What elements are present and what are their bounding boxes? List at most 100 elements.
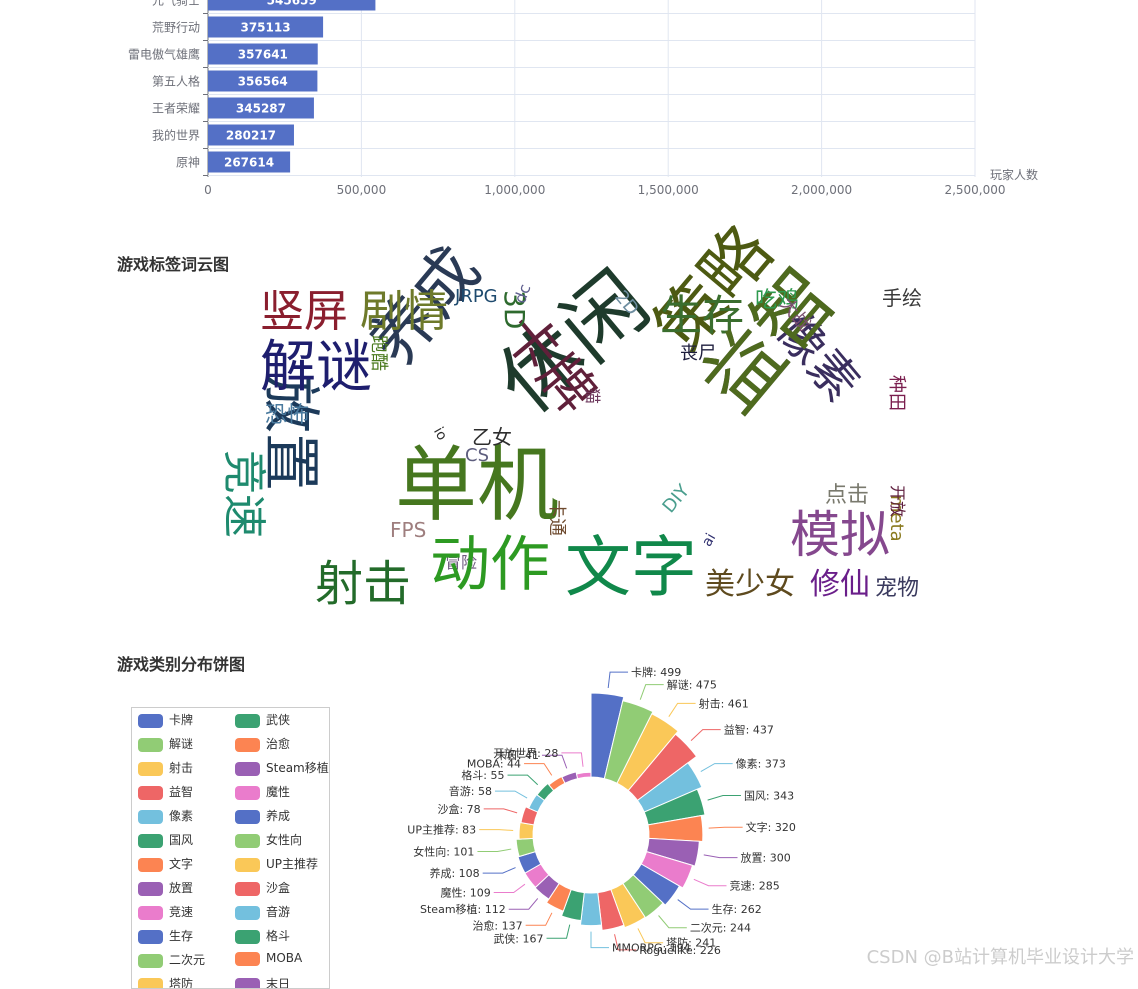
slice-label: 放置: 300 [741,851,791,865]
leader-line [704,855,738,858]
leader-line [640,685,663,700]
legend-label: 益智 [169,785,193,799]
legend-item[interactable]: UP主推荐 [235,855,318,872]
slice-label: 魔性: 109 [441,886,491,900]
pie-slice [577,772,591,778]
slice-label: MMORPG: 194 [612,942,691,955]
legend-item[interactable]: 音游 [235,903,290,920]
legend-label: 女性向 [266,833,302,847]
legend-swatch [138,786,163,800]
legend-item[interactable]: 格斗 [235,927,290,944]
legend-label: 沙盒 [266,881,290,895]
slice-label: UP主推荐: 83 [407,823,476,837]
legend-label: 治愈 [266,737,290,751]
slice-label: 国风: 343 [744,789,794,802]
legend-item[interactable]: 养成 [235,807,290,824]
leader-line [691,730,721,741]
legend-label: 二次元 [169,953,205,967]
slice-label: 益智: 437 [724,723,774,737]
leader-line [678,900,709,910]
legend-swatch [235,882,260,896]
legend-swatch [138,930,163,944]
slice-label: 射击: 461 [699,696,749,710]
legend-label: 文字 [169,857,193,871]
legend-label: 生存 [169,929,193,943]
legend-swatch [235,738,260,752]
legend-item[interactable]: 生存 [138,927,193,944]
watermark: CSDN @B站计算机毕业设计大学 [867,943,1134,969]
legend-label: Steam移植 [266,761,329,775]
legend-item[interactable]: 像素 [138,807,193,824]
legend-swatch [235,858,260,872]
leader-line [547,925,570,939]
legend-swatch [235,834,260,848]
legend-item[interactable]: 沙盒 [235,879,290,896]
legend-item[interactable]: 文字 [138,855,193,872]
legend-label: 国风 [169,833,193,847]
legend-swatch [235,714,260,728]
slice-label: 竞速: 285 [730,879,780,893]
legend-label: 末日 [266,977,290,989]
legend-label: UP主推荐 [266,857,318,871]
legend-swatch [235,906,260,920]
slice-label: 生存: 262 [712,902,762,916]
legend-swatch [138,810,163,824]
legend-item[interactable]: 竞速 [138,903,193,920]
legend-swatch [138,714,163,728]
slice-label: 文字: 320 [746,820,796,834]
legend-label: MOBA [266,951,302,965]
legend-label: 魔性 [266,785,290,799]
leader-line [477,849,511,851]
legend-item[interactable]: 女性向 [235,831,302,848]
leader-line [494,884,525,892]
leader-line [483,868,516,874]
legend-item[interactable]: 国风 [138,831,193,848]
legend-item[interactable]: 二次元 [138,951,205,968]
legend-label: 武侠 [266,713,290,727]
legend-label: 格斗 [266,929,290,943]
legend-label: 解谜 [169,737,193,751]
legend-swatch [138,978,163,989]
leader-line [659,915,687,927]
legend-item[interactable]: 武侠 [235,711,290,728]
legend-label: 放置 [169,881,193,895]
legend-item[interactable]: 解谜 [138,735,193,752]
leader-line [669,703,696,716]
legend-swatch [138,738,163,752]
slice-label: Steam移植: 112 [420,902,506,916]
legend-item[interactable]: 卡牌 [138,711,193,728]
slice-label: 二次元: 244 [690,921,751,935]
slice-label: 开放世界: 28 [493,746,558,760]
legend-item[interactable]: MOBA [235,951,302,966]
legend-label: 像素 [169,809,193,823]
legend-swatch [235,952,260,966]
slice-label: 沙盒: 78 [437,802,480,816]
leader-line [508,775,538,785]
leader-line [479,830,513,831]
legend-item[interactable]: Steam移植 [235,759,329,776]
legend-item[interactable]: 魔性 [235,783,290,800]
leader-line [484,809,517,813]
leader-line [526,913,552,926]
legend-swatch [235,762,260,776]
legend-swatch [138,906,163,920]
legend-item[interactable]: 治愈 [235,735,290,752]
legend-swatch [138,882,163,896]
legend-item[interactable]: 射击 [138,759,193,776]
legend-swatch [138,762,163,776]
legend-item[interactable]: 塔防 [138,975,193,989]
slice-label: 养成: 108 [429,866,479,880]
legend-label: 养成 [266,809,290,823]
leader-line [509,898,538,909]
legend-label: 塔防 [169,977,193,989]
slice-label: 解谜: 475 [667,678,717,692]
legend-swatch [138,858,163,872]
leader-line [638,928,663,942]
leader-line [701,764,733,772]
leader-line [608,672,628,688]
legend-item[interactable]: 益智 [138,783,193,800]
legend-label: 射击 [169,761,193,775]
legend-label: 音游 [266,905,290,919]
legend-item[interactable]: 末日 [235,975,290,989]
legend-item[interactable]: 放置 [138,879,193,896]
